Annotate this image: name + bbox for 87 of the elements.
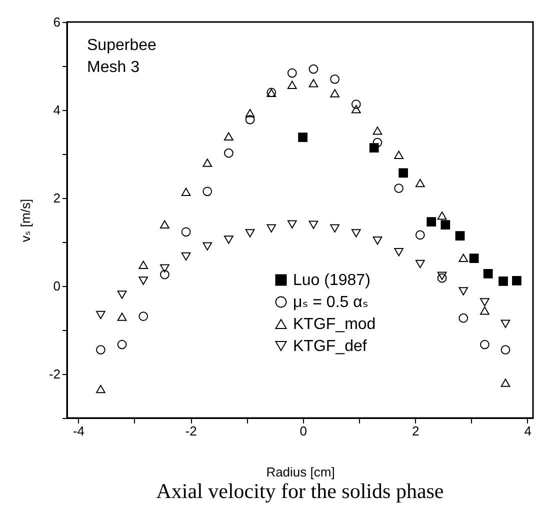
point bbox=[372, 236, 382, 245]
point bbox=[245, 229, 255, 238]
point bbox=[96, 384, 106, 394]
point bbox=[224, 236, 234, 244]
y-tick-label: -2 bbox=[48, 366, 60, 382]
point bbox=[394, 184, 404, 193]
point bbox=[160, 270, 170, 280]
point bbox=[266, 224, 276, 232]
legend-label: KTGF_mod bbox=[293, 316, 376, 333]
point bbox=[224, 132, 234, 141]
point bbox=[394, 150, 404, 160]
point bbox=[500, 345, 510, 354]
point bbox=[224, 148, 234, 158]
point bbox=[117, 340, 127, 350]
point bbox=[330, 74, 340, 84]
point bbox=[287, 80, 297, 90]
point bbox=[181, 227, 191, 237]
point bbox=[480, 340, 490, 350]
point bbox=[369, 143, 379, 153]
point bbox=[181, 188, 191, 196]
x-tick-label: -2 bbox=[185, 424, 197, 438]
point bbox=[458, 287, 468, 296]
annotation: Mesh 3 bbox=[87, 59, 140, 76]
point bbox=[96, 345, 106, 354]
point bbox=[287, 220, 297, 229]
y-tick-label: 2 bbox=[53, 190, 60, 206]
point bbox=[415, 260, 425, 268]
point bbox=[117, 312, 127, 321]
text: Axial velocity for the solids phase bbox=[156, 479, 444, 503]
point bbox=[308, 64, 318, 74]
point bbox=[512, 276, 522, 286]
point bbox=[372, 138, 382, 148]
point bbox=[426, 217, 436, 226]
point bbox=[330, 224, 340, 232]
point bbox=[437, 211, 447, 220]
point bbox=[480, 298, 490, 306]
point bbox=[96, 310, 106, 320]
point bbox=[351, 229, 361, 238]
legend-label: μₛ = 0.5 αₛ bbox=[293, 294, 368, 311]
point bbox=[500, 378, 510, 387]
point bbox=[398, 168, 408, 178]
point bbox=[330, 89, 340, 98]
point bbox=[160, 264, 170, 273]
x-tick-label: -4 bbox=[72, 424, 85, 438]
legend-label: KTGF_def bbox=[293, 338, 368, 355]
x-axis-title: Radius [cm] bbox=[266, 464, 335, 480]
point bbox=[202, 158, 212, 167]
y-tick-label: 0 bbox=[53, 278, 60, 294]
x-tick-label: 0 bbox=[300, 424, 307, 438]
annotation: Superbee bbox=[87, 37, 156, 54]
point bbox=[498, 276, 508, 286]
point bbox=[483, 268, 493, 278]
point bbox=[138, 260, 148, 270]
x-tick-label: 4 bbox=[524, 424, 532, 438]
y-tick-label: 6 bbox=[53, 14, 60, 30]
point bbox=[500, 320, 510, 328]
point bbox=[287, 68, 297, 78]
legend-label: Luo (1987) bbox=[293, 272, 370, 289]
point bbox=[138, 276, 148, 285]
point bbox=[458, 254, 468, 262]
point bbox=[202, 242, 212, 251]
point bbox=[202, 186, 212, 196]
point bbox=[480, 306, 490, 315]
y-axis-title: vₛ [m/s] bbox=[18, 198, 33, 242]
point bbox=[372, 126, 382, 135]
point bbox=[308, 220, 318, 229]
point bbox=[415, 230, 425, 240]
point bbox=[351, 100, 361, 109]
point bbox=[138, 312, 148, 322]
point bbox=[469, 254, 479, 263]
point bbox=[437, 272, 447, 280]
point bbox=[245, 108, 255, 118]
point bbox=[440, 220, 450, 230]
point bbox=[117, 290, 127, 299]
point bbox=[308, 79, 318, 88]
point bbox=[458, 313, 468, 323]
point bbox=[181, 252, 191, 261]
point bbox=[245, 115, 255, 124]
point bbox=[298, 132, 308, 142]
x-tick-label: 2 bbox=[412, 424, 420, 438]
point bbox=[394, 248, 404, 256]
point bbox=[437, 273, 447, 283]
point bbox=[455, 231, 465, 241]
point bbox=[351, 104, 361, 114]
y-tick-label: 4 bbox=[53, 102, 60, 118]
point bbox=[415, 178, 425, 188]
point bbox=[160, 220, 170, 229]
